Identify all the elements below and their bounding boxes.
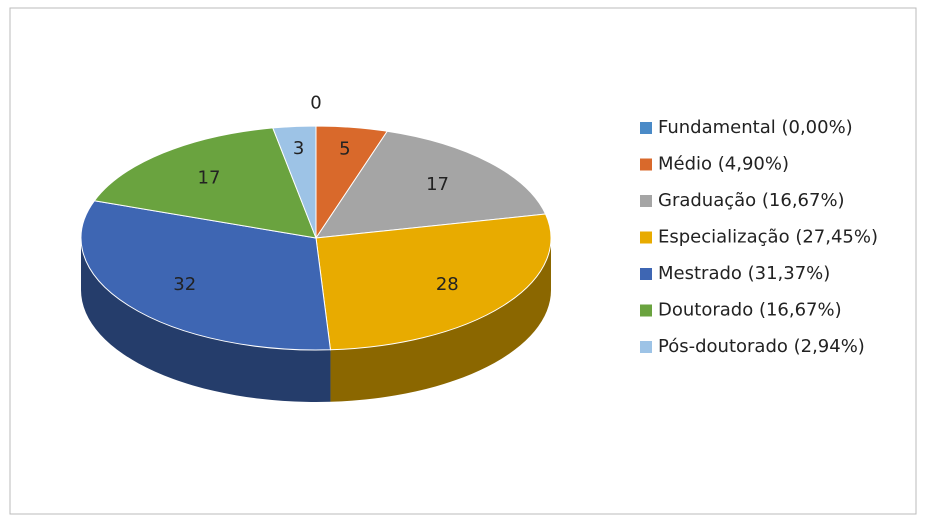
legend-label: Fundamental (0,00%): [658, 117, 853, 138]
legend-swatch: [640, 195, 652, 207]
slice: [80, 200, 332, 351]
legend-swatch: [640, 158, 652, 171]
legend-label: Pós-doutorado (2,94%): [658, 336, 865, 357]
slice: [93, 127, 317, 239]
legend-swatch: [640, 268, 652, 280]
slice-side: [330, 238, 551, 402]
legend-swatch: [640, 341, 652, 353]
slice: [272, 125, 317, 239]
legend-label: Doutorado (16,67%): [658, 300, 842, 321]
data-label: 32: [173, 274, 196, 295]
legend-swatch: [640, 122, 652, 134]
legend-swatch: [640, 231, 652, 244]
data-label: 28: [436, 274, 459, 295]
legend-label: Especialização (27,45%): [658, 227, 878, 248]
data-label: 17: [426, 174, 449, 195]
data-label: 17: [198, 167, 221, 188]
legend-swatch: [640, 304, 652, 317]
legend-label: Mestrado (31,37%): [658, 263, 830, 284]
data-label: 3: [293, 138, 304, 159]
data-label: 0: [310, 93, 321, 114]
legend-label: Médio (4,90%): [658, 154, 789, 175]
slice: [314, 130, 547, 239]
slice: [315, 213, 552, 351]
data-label: 5: [339, 138, 350, 159]
slice-side: [81, 238, 331, 403]
legend-label: Graduação (16,67%): [658, 190, 845, 211]
